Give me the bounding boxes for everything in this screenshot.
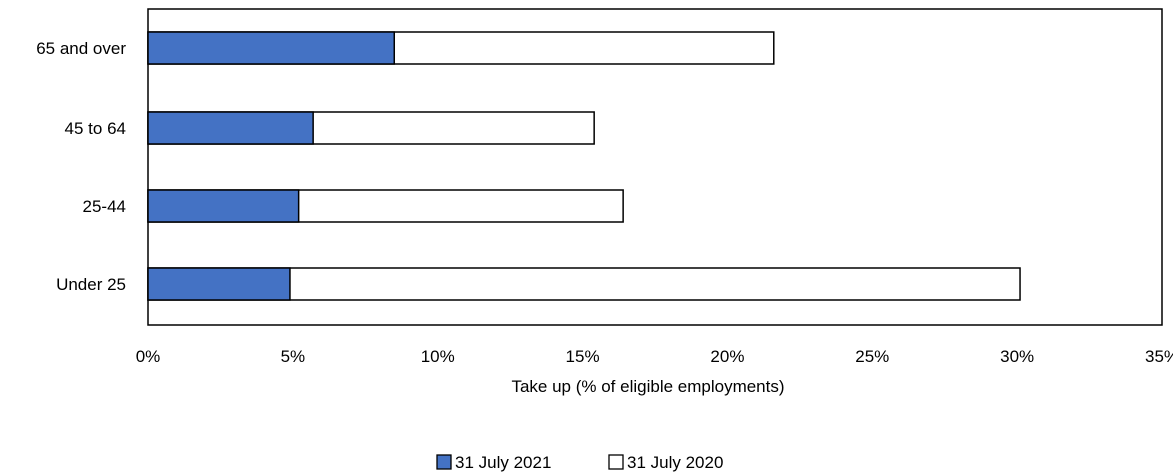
legend-swatch-0: [436, 454, 452, 470]
category-label: 25-44: [83, 197, 126, 216]
x-tick-label: 15%: [566, 347, 600, 366]
x-tick-label: 35%: [1145, 347, 1173, 366]
legend-swatch-1: [608, 454, 624, 470]
legend-label-1: 31 July 2020: [627, 453, 723, 472]
x-tick-label: 5%: [281, 347, 306, 366]
legend-label-0: 31 July 2021: [455, 453, 551, 472]
x-tick-label: 0%: [136, 347, 161, 366]
x-tick-label: 30%: [1000, 347, 1034, 366]
bars-group: [147, 31, 1021, 301]
category-label: Under 25: [56, 275, 126, 294]
bar-2021-3: [147, 267, 291, 301]
x-tick-labels: 0% 5% 10% 15% 20% 25% 30% 35%: [136, 347, 1173, 366]
category-label: 45 to 64: [65, 119, 126, 138]
x-tick-label: 10%: [421, 347, 455, 366]
x-axis-title: Take up (% of eligible employments): [511, 377, 784, 396]
x-tick-label: 25%: [855, 347, 889, 366]
bar-2021-1: [147, 111, 314, 145]
x-tick-label: 20%: [710, 347, 744, 366]
category-labels: 65 and over 45 to 64 25-44 Under 25: [36, 39, 126, 294]
bar-2021-2: [147, 189, 300, 223]
category-label: 65 and over: [36, 39, 126, 58]
bar-2021-0: [147, 31, 396, 65]
legend: 31 July 2021 31 July 2020: [436, 453, 723, 472]
